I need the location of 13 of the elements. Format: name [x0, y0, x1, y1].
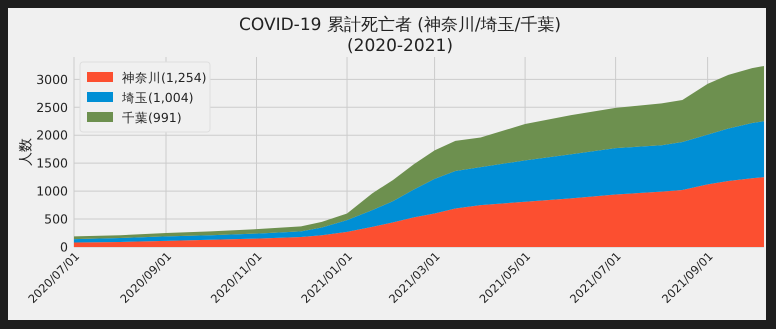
legend-label: 神奈川(1,254)	[122, 70, 207, 85]
y-tick-label: 3000	[36, 72, 68, 87]
y-tick-label: 1000	[36, 184, 68, 199]
chart-subtitle: (2020-2021)	[347, 36, 453, 56]
legend-label: 埼玉(1,004)	[121, 90, 194, 105]
chart-title: COVID-19 累計死亡者 (神奈川/埼玉/千葉)	[239, 15, 561, 35]
y-tick-label: 0	[60, 240, 68, 254]
y-tick-label: 2000	[36, 128, 68, 143]
y-tick-label: 2500	[36, 100, 68, 115]
y-tick-label: 1500	[36, 156, 68, 171]
legend-label: 千葉(991)	[122, 110, 182, 125]
y-tick-label: 500	[44, 212, 68, 227]
y-axis-title: 人数	[18, 138, 34, 166]
